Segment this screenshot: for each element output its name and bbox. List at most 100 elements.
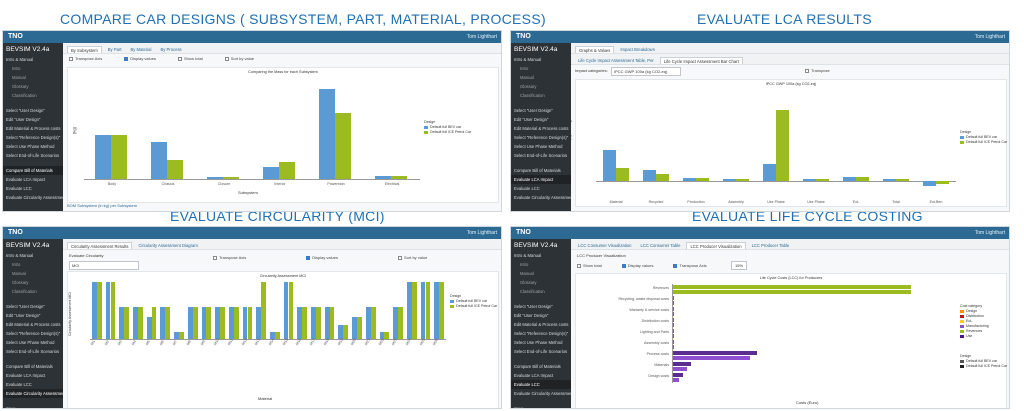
sidebar-item[interactable]: Intro <box>520 262 529 267</box>
checkbox-box[interactable] <box>213 255 217 260</box>
option-checkbox[interactable]: Sort by value <box>398 255 427 260</box>
sidebar-item[interactable]: Edit "User Design" <box>6 117 41 122</box>
bar[interactable] <box>673 344 674 349</box>
tab[interactable]: Circularity Assessment Results <box>67 242 133 249</box>
bar[interactable] <box>439 282 445 339</box>
bar[interactable] <box>343 324 349 339</box>
bar[interactable] <box>151 306 157 339</box>
bar[interactable] <box>166 159 183 179</box>
bar[interactable] <box>146 317 152 339</box>
bar[interactable] <box>119 306 125 339</box>
sidebar-item[interactable]: Select "Reference Design(s)" <box>6 331 61 336</box>
sidebar-item[interactable]: Select "Reference Design(s)" <box>6 135 61 140</box>
bar[interactable] <box>105 282 111 339</box>
user-name[interactable]: Tom Lighthart <box>466 230 497 236</box>
tab[interactable]: Graphs & Values <box>575 46 615 53</box>
bar[interactable] <box>124 306 130 339</box>
bar[interactable] <box>192 306 198 339</box>
bar[interactable] <box>220 306 225 339</box>
bar[interactable] <box>179 332 184 339</box>
bar[interactable] <box>137 306 143 339</box>
sidebar-item[interactable]: Edit "User Design" <box>514 117 549 122</box>
bar[interactable] <box>278 162 295 179</box>
checkbox-box[interactable] <box>124 56 129 61</box>
mci-select[interactable]: MCI <box>69 261 139 270</box>
percentage-input[interactable]: 15% <box>731 261 748 270</box>
bar[interactable] <box>334 113 351 179</box>
bar[interactable] <box>370 306 376 339</box>
bar[interactable] <box>95 134 111 179</box>
bar[interactable] <box>883 178 896 181</box>
sidebar-item[interactable]: Classification <box>12 93 37 98</box>
bar[interactable] <box>91 282 97 339</box>
bar[interactable] <box>187 306 193 339</box>
bar[interactable] <box>643 170 656 181</box>
checkbox-box[interactable] <box>577 263 581 268</box>
bar[interactable] <box>673 373 683 377</box>
bar[interactable] <box>673 355 750 360</box>
checkbox-box[interactable] <box>69 56 73 61</box>
sidebar-item[interactable]: Select "User Design" <box>6 108 45 113</box>
sidebar-item[interactable]: Select "User Design" <box>6 304 45 309</box>
tab[interactable]: By Material <box>130 47 152 52</box>
bar[interactable] <box>803 179 816 181</box>
sidebar-item[interactable]: Intro <box>12 66 21 71</box>
sidebar-item[interactable]: Save <box>3 208 63 211</box>
sidebar-item[interactable]: Compare Bill of Materials <box>514 364 561 369</box>
bar[interactable] <box>673 300 675 305</box>
bar[interactable] <box>206 306 212 339</box>
bar[interactable] <box>816 179 829 181</box>
tab[interactable]: LCC Consumer Visualization <box>578 243 632 248</box>
transpose-checkbox[interactable]: Transpose <box>805 68 830 73</box>
sidebar-item[interactable]: Select Use Phase Method <box>514 144 563 149</box>
tab[interactable]: By Subsystem <box>67 46 102 53</box>
sidebar-item[interactable]: Evaluate LCA Impact <box>514 373 554 378</box>
bar[interactable] <box>763 163 776 182</box>
option-checkbox[interactable]: Transpose Axis <box>69 56 102 61</box>
option-checkbox[interactable]: Show total <box>178 56 203 61</box>
checkbox-box[interactable] <box>178 56 182 61</box>
bar[interactable] <box>315 306 321 339</box>
sidebar-item[interactable]: Manual <box>12 75 26 80</box>
bar[interactable] <box>151 141 167 179</box>
checkbox-box[interactable] <box>621 263 626 268</box>
sidebar-item[interactable]: Edit "User Design" <box>514 313 549 318</box>
bar[interactable] <box>222 176 239 179</box>
sidebar-item[interactable]: Classification <box>520 93 545 98</box>
sidebar-item[interactable]: Evaluate Circularity Assessment <box>514 195 571 200</box>
sidebar-item[interactable]: Glossary <box>520 280 537 285</box>
bar[interactable] <box>174 332 179 339</box>
bar[interactable] <box>256 306 262 339</box>
checkbox-box[interactable] <box>673 263 678 268</box>
tab[interactable]: LCC Producer Visualization <box>686 242 746 249</box>
bar[interactable] <box>165 306 171 339</box>
sidebar-item[interactable]: Intro & Manual <box>514 253 542 258</box>
sidebar-item[interactable]: Manual <box>520 271 534 276</box>
option-checkbox[interactable]: Transpose Axis <box>213 255 246 260</box>
sidebar-item[interactable]: Select Use Phase Method <box>6 340 55 345</box>
sidebar-item[interactable]: Evaluate LCC <box>511 380 571 389</box>
tab[interactable]: LCC Producer Table <box>751 243 790 248</box>
sidebar-item[interactable]: Intro <box>12 262 21 267</box>
sidebar-item[interactable]: Select End-of-Life Scenarios <box>6 153 60 158</box>
sidebar-item[interactable]: Glossary <box>520 84 537 89</box>
bar[interactable] <box>411 282 417 339</box>
bar[interactable] <box>283 282 289 339</box>
sidebar-item[interactable]: Save <box>514 406 524 409</box>
sidebar-item[interactable]: Intro & Manual <box>6 253 34 258</box>
bar[interactable] <box>302 306 308 339</box>
sidebar-item[interactable]: Select "Reference Design(s)" <box>514 331 569 336</box>
sidebar-item[interactable]: Save <box>6 406 16 409</box>
sidebar-item[interactable]: Classification <box>12 289 37 294</box>
sidebar-item[interactable]: Evaluate LCA Impact <box>511 175 571 184</box>
sidebar-item[interactable]: Select Use Phase Method <box>6 144 55 149</box>
bar[interactable] <box>261 282 267 339</box>
user-name[interactable]: Tom Lighthart <box>466 34 497 40</box>
bar[interactable] <box>288 282 294 339</box>
bar[interactable] <box>201 306 207 339</box>
bar[interactable] <box>233 306 239 339</box>
sidebar-item[interactable]: Select Use Phase Method <box>514 340 563 345</box>
bar[interactable] <box>683 178 696 181</box>
tab[interactable]: Life Cycle Impact Assessment Bar Chart <box>659 57 743 64</box>
bar[interactable] <box>673 329 674 333</box>
